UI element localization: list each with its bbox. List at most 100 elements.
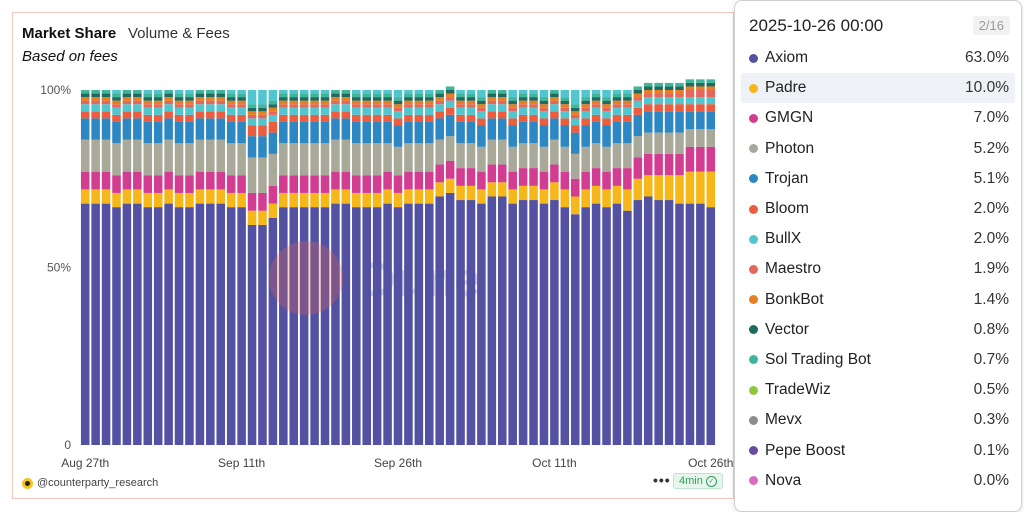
tooltip-row: Photon 5.2% [741, 134, 1015, 164]
bar-segment [101, 189, 111, 204]
legend-dot-icon [749, 53, 758, 63]
bar-segment [341, 111, 351, 119]
bar-segment [133, 97, 142, 101]
bar-segment [310, 93, 319, 98]
watermark-text: Dune [361, 254, 481, 307]
bar-segment-remainder [425, 90, 434, 94]
bar-segment [91, 100, 100, 105]
bar-segment [153, 121, 163, 144]
tab-market-share[interactable]: Market Share [22, 25, 117, 42]
tooltip-series-name: BullX [765, 230, 802, 248]
bar-segment [477, 107, 486, 112]
bar-segment [383, 203, 392, 445]
bar-segment [310, 192, 319, 208]
bar-segment [362, 107, 371, 115]
bar-segment [654, 90, 663, 94]
tooltip-series-name: Padre [765, 79, 807, 97]
bar-segment [425, 143, 434, 172]
bar-segment [466, 121, 476, 144]
bar-segment [602, 207, 611, 445]
bar-segment [289, 175, 299, 193]
tab-volume-fees[interactable]: Volume & Fees [128, 25, 230, 42]
bar-segment [675, 86, 684, 90]
bar-segment [612, 121, 622, 144]
bar-segment [143, 175, 153, 193]
bar-segment [675, 97, 684, 105]
more-options-icon[interactable]: ••• [653, 472, 671, 488]
bar-segment-remainder [372, 90, 382, 94]
bar-segment [497, 104, 507, 112]
bar-segment [279, 207, 288, 445]
bar-segment [237, 143, 246, 176]
bar-segment [122, 97, 132, 101]
bar-segment [91, 97, 100, 101]
check-icon: ✓ [705, 475, 717, 487]
bar-segment [497, 97, 507, 101]
bar-segment [404, 100, 413, 105]
bar-segment [706, 129, 716, 147]
bar-segment [435, 90, 444, 94]
bar-segment [570, 104, 580, 108]
bar-segment-remainder [456, 90, 465, 94]
bar-segment [393, 192, 403, 208]
bar-segment [456, 168, 465, 186]
tooltip-row: Pepe Boost 0.1% [741, 435, 1015, 465]
tooltip-row: Axiom 63.0% [741, 43, 1015, 73]
bar-segment [445, 90, 455, 94]
tooltip-series-name: Sol Trading Bot [765, 350, 871, 368]
bar-segment [174, 192, 184, 208]
bar-segment [393, 146, 403, 176]
bar-segment-remainder [362, 90, 371, 94]
bar-segment [623, 107, 632, 115]
bar-segment [529, 121, 538, 144]
tooltip-series-value: 1.4% [973, 290, 1009, 308]
bar-segment [185, 143, 194, 176]
bar-segment [80, 104, 90, 112]
bar-segment [685, 146, 695, 172]
bar-segment [352, 175, 361, 193]
author-credit[interactable]: @counterparty_research [22, 477, 158, 489]
bar-segment [122, 100, 132, 105]
bar-segment [487, 93, 497, 98]
legend-dot-icon [749, 83, 758, 93]
bar-segment [675, 104, 684, 112]
bar-segment [612, 104, 622, 108]
bar-segment [529, 114, 538, 122]
bar-segment [633, 178, 643, 201]
bar-segment [372, 175, 382, 193]
bar-segment [643, 132, 653, 154]
x-tick-label: Oct 26th [688, 456, 733, 470]
bar-segment [550, 100, 559, 105]
bar-segment [362, 97, 371, 101]
bar-segment [383, 107, 392, 115]
bar-segment [101, 97, 111, 101]
bar-segment [393, 107, 403, 112]
bar-segment [612, 114, 622, 122]
bar-segment [383, 171, 392, 190]
bar-segment [112, 104, 121, 108]
bar-segment [91, 203, 100, 445]
bar-segment [352, 192, 361, 208]
bar-segment [341, 93, 351, 98]
bar-segment [289, 107, 299, 115]
bar-segment [487, 196, 497, 445]
bar-segment [216, 90, 226, 94]
bar-segment [164, 90, 173, 94]
bar-segment [143, 192, 153, 208]
bar-segment [258, 125, 267, 137]
refresh-badge[interactable]: 4min ✓ [673, 473, 723, 489]
bar-segment [602, 104, 611, 108]
bar-segment [508, 97, 517, 101]
bar-segment [153, 100, 163, 105]
tooltip-row: BonkBot 1.4% [741, 285, 1015, 315]
bar-segment-remainder [393, 90, 403, 98]
bar-segment [112, 100, 121, 105]
bar-segment [623, 210, 632, 445]
bar-segment [623, 100, 632, 105]
bar-segment [643, 82, 653, 87]
bar-segment [341, 100, 351, 105]
bar-segment [320, 104, 330, 108]
legend-dot-icon [749, 295, 758, 305]
dune-logo-icon [269, 241, 343, 315]
tooltip-row: Mevx 0.3% [741, 405, 1015, 435]
